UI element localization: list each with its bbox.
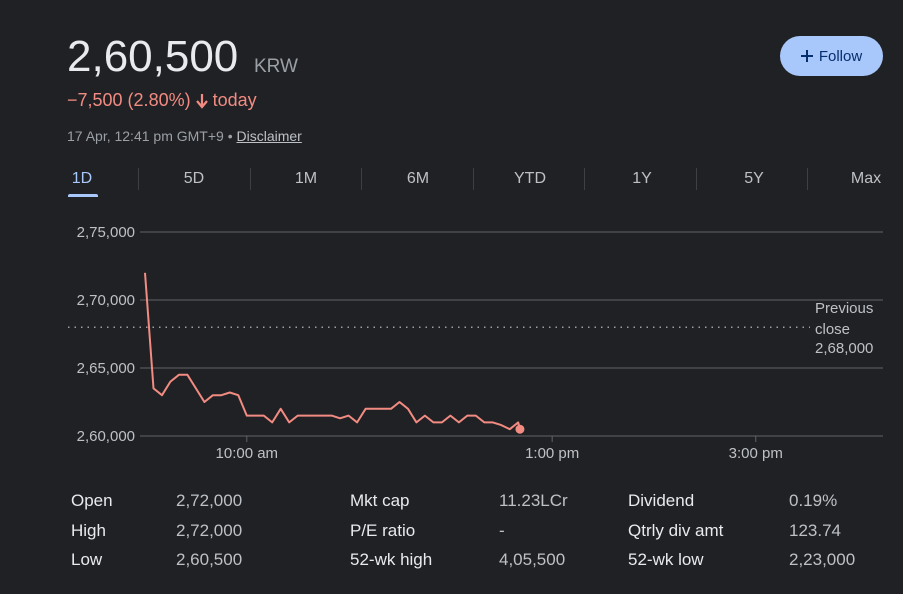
x-tick-label: 1:00 pm	[525, 445, 579, 462]
stat-label: Low	[71, 550, 103, 569]
stat-value: 2,60,500	[176, 550, 243, 569]
tab-underline	[68, 194, 98, 197]
tab-separator	[695, 168, 697, 190]
currency: KRW	[254, 56, 298, 77]
plus-icon	[800, 50, 813, 62]
timestamp-row: 17 Apr, 12:41 pm GMT+9 • Disclaimer	[67, 128, 302, 144]
stat-label: 52-wk high	[350, 550, 433, 569]
stat-label: Qtrly div amt	[628, 520, 724, 540]
tab-separator	[138, 168, 139, 190]
reference-label: Previous close	[815, 300, 874, 338]
tab[interactable]: Max	[850, 170, 882, 187]
stat-value: 0.19%	[789, 491, 838, 510]
tab[interactable]: YTD	[514, 170, 546, 187]
x-tick-label: 3:00 pm	[729, 445, 783, 462]
tab[interactable]: 1D	[71, 170, 93, 187]
down-arrow	[195, 93, 208, 109]
tab[interactable]: 1M	[294, 170, 318, 187]
stat-value: 4,05,500	[499, 550, 566, 569]
stat-label: Mkt cap	[350, 491, 410, 510]
chart: 2,60,000 2,65,000 2,70,000 2,75,000 10:00 am…	[68, 224, 883, 462]
stat-value: 11.23LCr	[499, 491, 568, 510]
y-tick-label: 2,65,000	[77, 360, 135, 377]
x-tick-label: 10:00 am	[216, 445, 279, 462]
stat-label: 52-wk low	[628, 550, 704, 569]
price-line	[144, 272, 521, 431]
tab[interactable]: 1Y	[632, 170, 652, 187]
stat-label: Dividend	[628, 491, 695, 510]
tab[interactable]: 6M	[406, 170, 430, 187]
change-row: −7,500 (2.80%) today	[67, 90, 257, 111]
disclaimer[interactable]: Disclaimer	[236, 128, 302, 144]
period: today	[212, 90, 257, 110]
tab-separator	[472, 168, 474, 190]
y-tick-label: 2,60,000	[77, 428, 135, 445]
timestamp: 17 Apr, 12:41 pm GMT+9 •	[67, 128, 233, 144]
stat-value: 2,72,000	[176, 520, 243, 540]
tab[interactable]: 5D	[183, 170, 205, 187]
tab[interactable]: 5Y	[744, 170, 764, 187]
stat-label: P/E ratio	[350, 520, 416, 540]
y-tick-label: 2,70,000	[77, 292, 135, 309]
reference-value: 2,68,000	[815, 340, 874, 357]
stat-value: 2,23,000	[789, 550, 856, 569]
tab-separator	[584, 168, 585, 190]
follow-label: Follow	[818, 47, 863, 65]
stat-value: 2,72,000	[176, 491, 243, 510]
stat-value: -	[499, 520, 505, 540]
stat-value: 123.74	[789, 520, 841, 540]
tab-separator	[807, 168, 808, 190]
follow-button[interactable]: Follow	[780, 36, 883, 76]
tab-separator	[361, 168, 362, 190]
change: −7,500 (2.80%)	[67, 90, 191, 110]
price: 2,60,500	[67, 32, 239, 81]
tab-separator	[249, 168, 251, 190]
last-point	[515, 424, 525, 434]
stat-label: High	[71, 520, 106, 540]
y-tick-label: 2,75,000	[77, 224, 135, 241]
stat-label: Open	[71, 491, 113, 510]
